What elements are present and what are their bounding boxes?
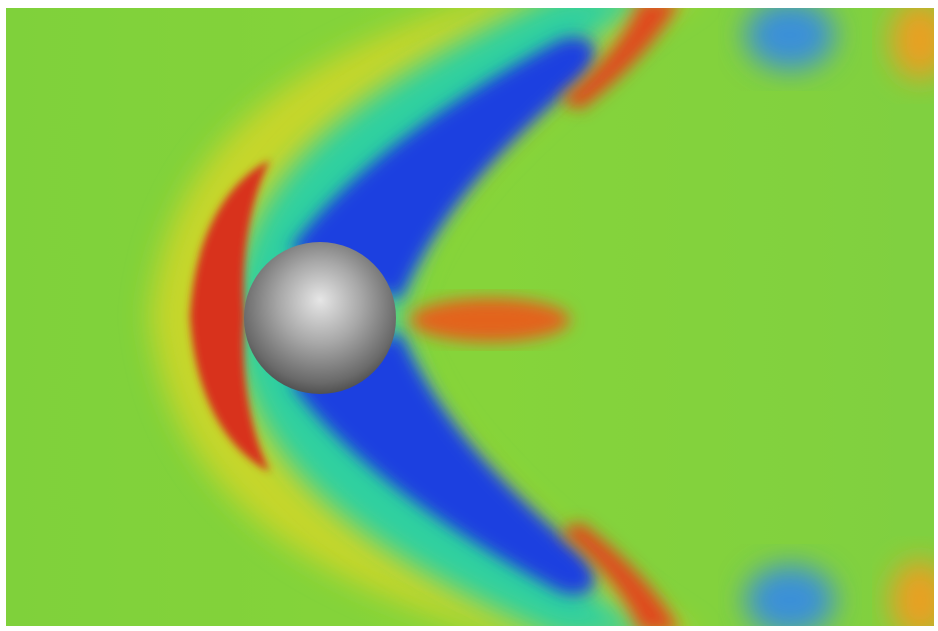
flow-visualization xyxy=(0,0,938,631)
field xyxy=(6,0,938,631)
blue-spot-top xyxy=(745,0,835,70)
sphere xyxy=(244,242,396,394)
wake xyxy=(410,298,570,342)
